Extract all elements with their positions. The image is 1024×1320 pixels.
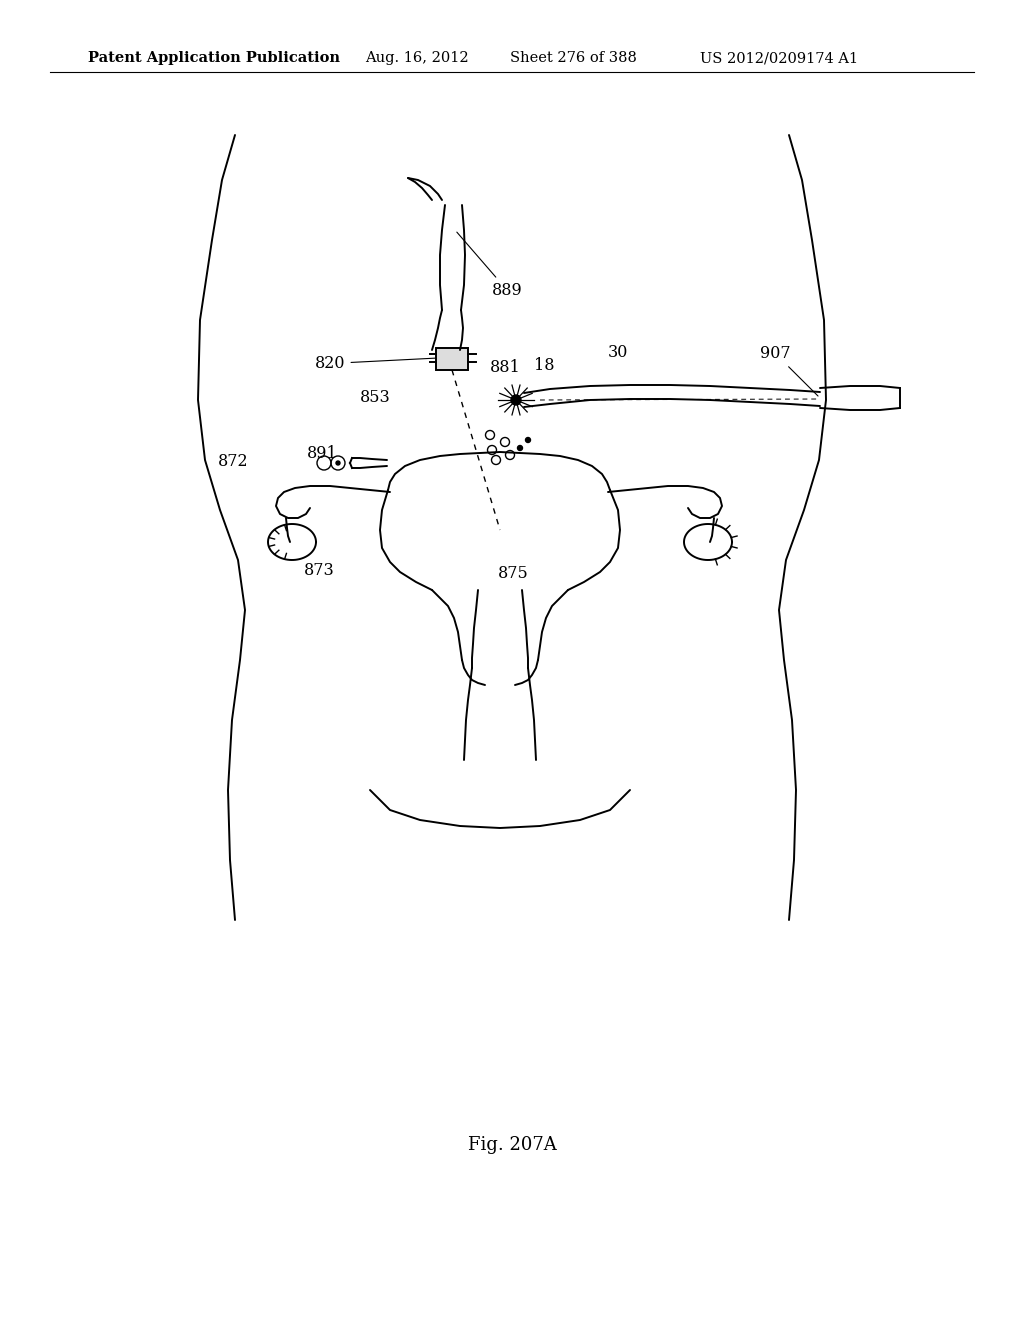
Text: 891: 891: [307, 445, 338, 462]
Text: 873: 873: [304, 562, 335, 579]
Text: 889: 889: [457, 232, 522, 300]
Text: US 2012/0209174 A1: US 2012/0209174 A1: [700, 51, 858, 65]
Text: 820: 820: [315, 355, 435, 372]
Text: Fig. 207A: Fig. 207A: [468, 1137, 556, 1154]
Text: Aug. 16, 2012: Aug. 16, 2012: [365, 51, 469, 65]
Text: 881: 881: [490, 359, 521, 376]
Circle shape: [517, 446, 522, 450]
Text: 872: 872: [218, 453, 249, 470]
Text: 853: 853: [360, 389, 391, 407]
Text: 18: 18: [534, 356, 555, 374]
Text: 30: 30: [608, 345, 629, 360]
Text: Sheet 276 of 388: Sheet 276 of 388: [510, 51, 637, 65]
Circle shape: [336, 461, 340, 465]
FancyBboxPatch shape: [436, 348, 468, 370]
Text: 875: 875: [498, 565, 528, 582]
Text: 907: 907: [760, 345, 818, 396]
Circle shape: [525, 437, 530, 442]
Circle shape: [511, 395, 521, 405]
Text: Patent Application Publication: Patent Application Publication: [88, 51, 340, 65]
